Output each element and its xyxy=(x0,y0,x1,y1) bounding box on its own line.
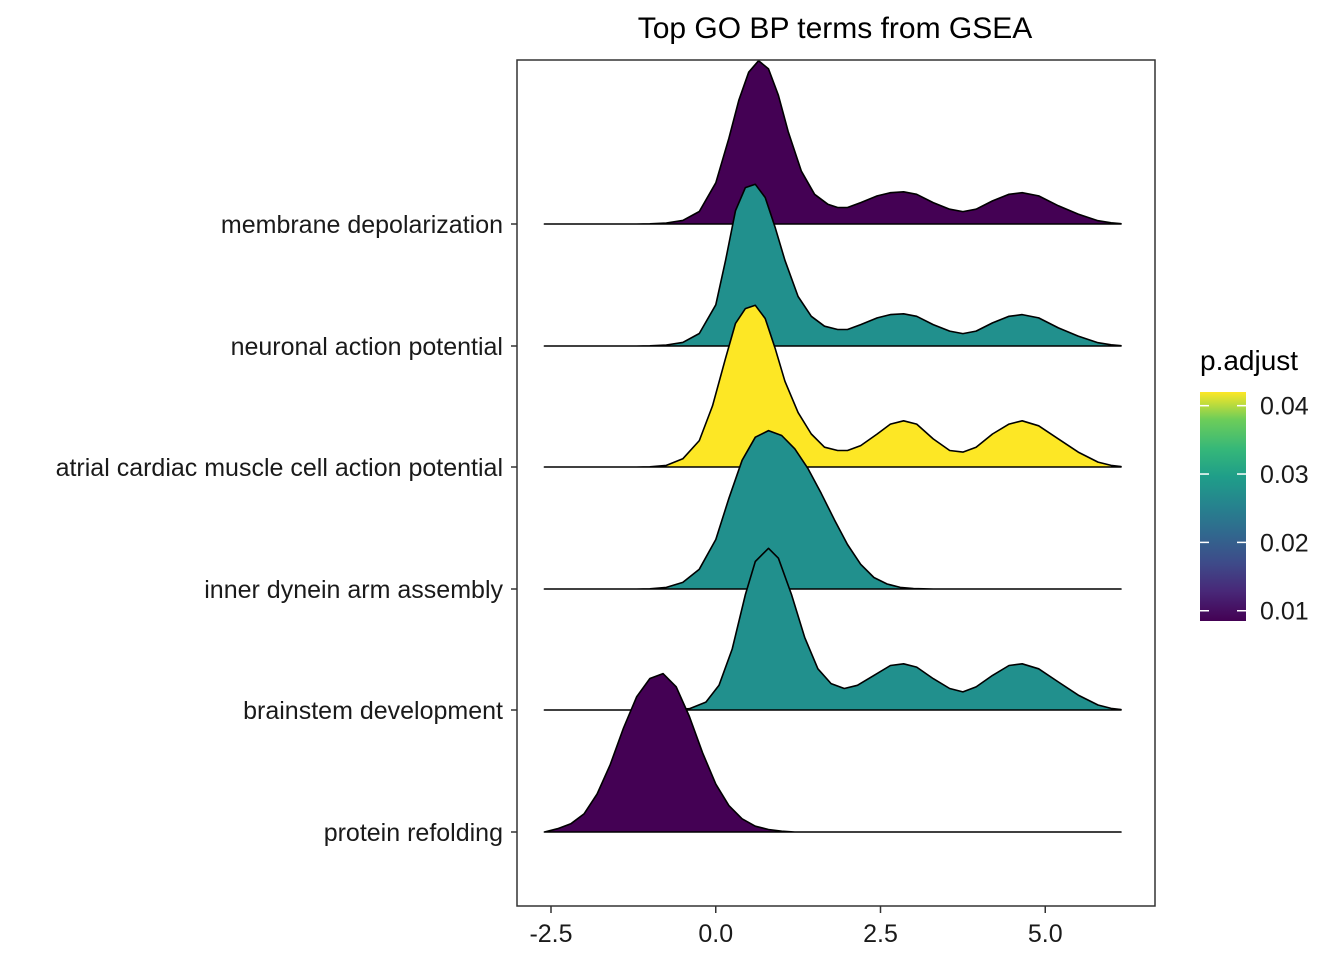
ridge-brainstem-development xyxy=(543,547,1122,711)
x-axis: -2.5 0.0 2.5 5.0 xyxy=(529,906,1063,948)
y-label-membrane-depolarization: membrane depolarization xyxy=(221,211,503,239)
chart-title: Top GO BP terms from GSEA xyxy=(638,12,1033,45)
x-tick-label-1: 0.0 xyxy=(698,920,733,948)
legend-colorbar xyxy=(1200,392,1246,621)
x-tick-label-3: 5.0 xyxy=(1028,920,1063,948)
y-label-atrial-cardiac-muscle-cell-action-potential: atrial cardiac muscle cell action potent… xyxy=(56,454,503,482)
legend-label-1: 0.02 xyxy=(1260,529,1309,557)
y-label-neuronal-action-potential: neuronal action potential xyxy=(231,333,503,361)
ridge-membrane-depolarization xyxy=(543,59,1122,225)
legend-ticks: 0.01 0.02 0.03 0.04 xyxy=(1200,393,1309,626)
legend-label-3: 0.04 xyxy=(1260,393,1309,421)
ridge-inner-dynein-arm-assembly xyxy=(543,429,1122,590)
y-label-inner-dynein-arm-assembly: inner dynein arm assembly xyxy=(204,576,503,604)
color-legend: p.adjust 0.01 0.02 0.03 0.04 xyxy=(1200,345,1309,626)
ridge-neuronal-action-potential xyxy=(543,183,1122,347)
legend-label-2: 0.03 xyxy=(1260,461,1309,489)
x-tick-label-2: 2.5 xyxy=(863,920,898,948)
legend-title: p.adjust xyxy=(1200,345,1298,376)
ridges-group xyxy=(543,59,1122,833)
legend-label-0: 0.01 xyxy=(1260,598,1309,626)
y-label-protein-refolding: protein refolding xyxy=(324,819,503,847)
x-tick-label-0: -2.5 xyxy=(529,920,572,948)
ridge-protein-refolding xyxy=(543,672,1122,833)
y-label-brainstem-development: brainstem development xyxy=(243,697,503,725)
plot-panel-border xyxy=(516,59,1156,907)
y-axis: membrane depolarization neuronal action p… xyxy=(56,211,517,847)
ridge-atrial-cardiac-muscle-cell-action-potential xyxy=(543,304,1122,468)
